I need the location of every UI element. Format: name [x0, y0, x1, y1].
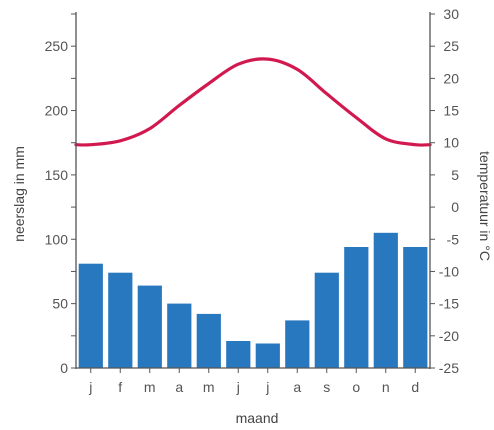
left-tick-label: 200 [45, 103, 69, 119]
precipitation-bar [373, 232, 398, 368]
precipitation-bar [285, 320, 310, 368]
precipitation-bar [78, 263, 103, 368]
precipitation-bar [137, 285, 162, 368]
right-axis-ticks: -25 -20 -15 -10 -5 0 5 10 15 20 25 30 [430, 6, 459, 376]
x-tick-label: s [323, 379, 330, 395]
precipitation-bar [314, 272, 339, 368]
right-tick-label: 10 [443, 135, 459, 151]
x-tick-label: j [236, 379, 240, 395]
x-tick-label: a [175, 379, 183, 395]
right-tick-label: -5 [447, 231, 460, 247]
precipitation-bars [78, 232, 428, 368]
right-tick-label: -20 [439, 328, 459, 344]
left-tick-label: 0 [60, 360, 68, 376]
left-tick-label: 250 [45, 38, 69, 54]
temperature-line [74, 57, 432, 147]
x-tick-label: o [352, 379, 360, 395]
right-tick-label: 30 [443, 6, 459, 22]
precipitation-bar [167, 303, 192, 368]
axes [75, 12, 431, 369]
x-tick-label: n [382, 379, 390, 395]
right-tick-label: 15 [443, 103, 459, 119]
x-tick-label: m [203, 379, 215, 395]
right-tick-label: -10 [439, 263, 459, 279]
left-tick-label: 50 [52, 296, 68, 312]
x-axis-title: maand [236, 410, 279, 426]
precipitation-bar [403, 247, 428, 368]
right-tick-label: -15 [439, 296, 459, 312]
precipitation-bar [255, 343, 280, 368]
x-tick-label: j [88, 379, 92, 395]
x-tick-label: a [293, 379, 301, 395]
right-axis-title: temperatuur in °C [477, 151, 493, 261]
x-tick-label: d [411, 379, 419, 395]
right-tick-label: 5 [451, 167, 459, 183]
precipitation-bar [108, 272, 133, 368]
x-tick-label: j [265, 379, 269, 395]
left-tick-label: 150 [45, 167, 69, 183]
precipitation-bar [196, 313, 221, 368]
right-tick-label: 25 [443, 38, 459, 54]
precipitation-bar [344, 247, 369, 368]
left-axis-ticks: 0 50 100 150 200 250 [45, 13, 76, 376]
right-tick-label: -25 [439, 360, 459, 376]
left-tick-label: 100 [45, 231, 69, 247]
right-tick-label: 0 [451, 199, 459, 215]
left-axis-title: neerslag in mm [11, 146, 27, 242]
x-tick-label: m [144, 379, 156, 395]
precipitation-bar [226, 341, 251, 368]
right-tick-label: 20 [443, 70, 459, 86]
x-tick-label: f [118, 379, 122, 395]
